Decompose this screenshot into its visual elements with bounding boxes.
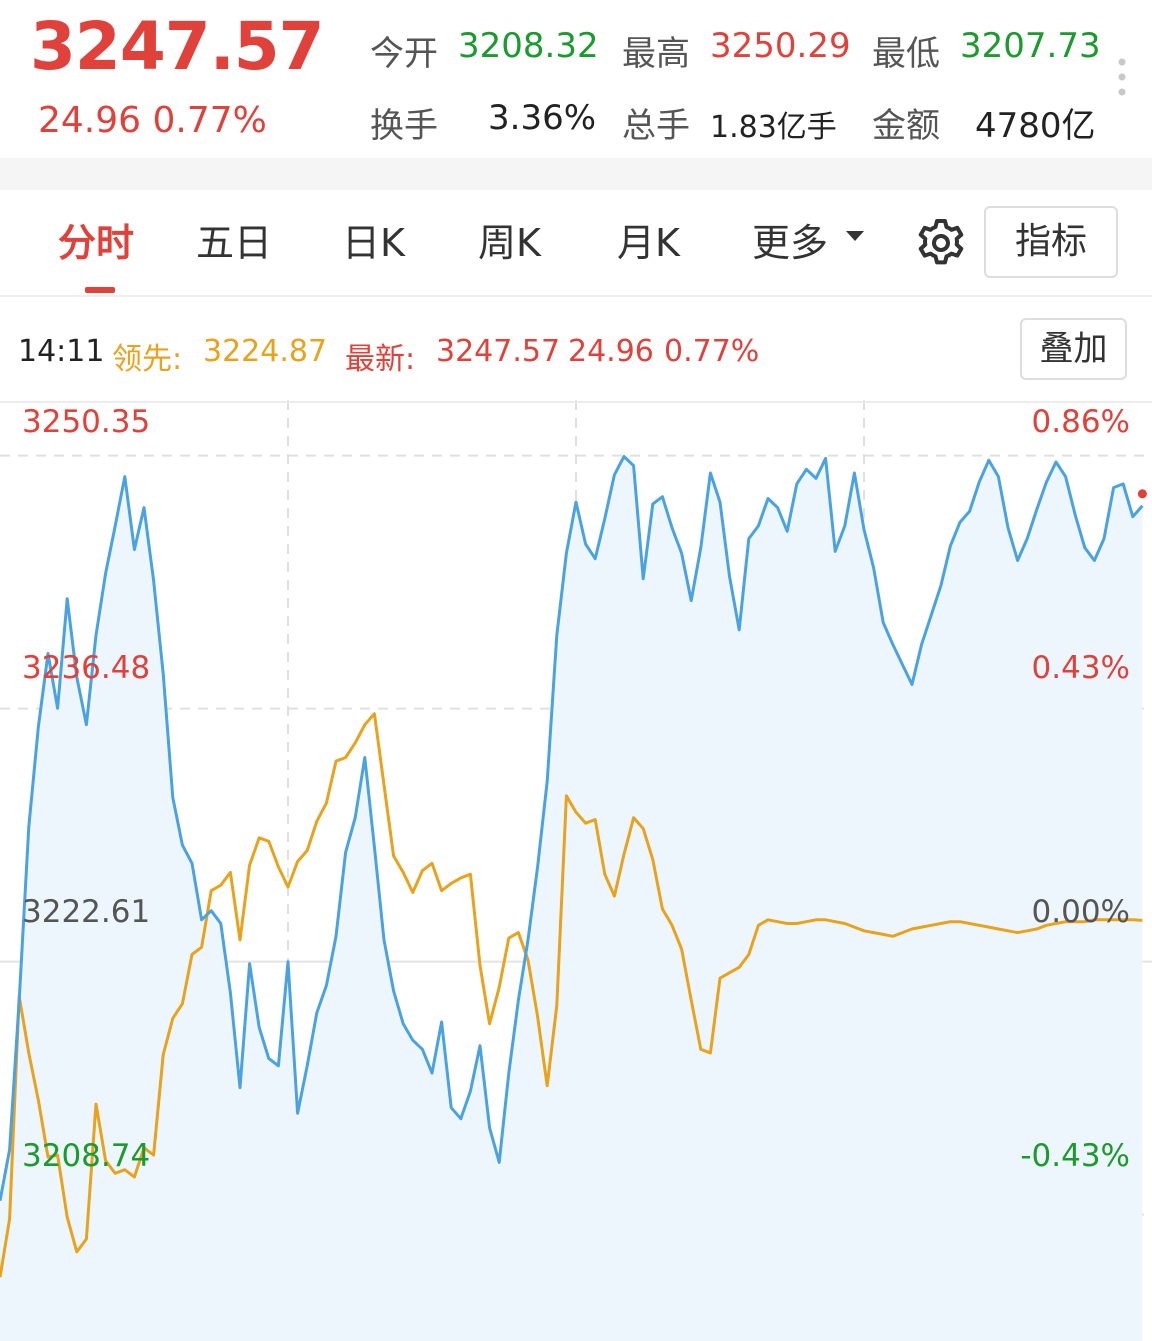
turnover-value: 3.36% [488,98,597,138]
open-value: 3208.32 [458,26,599,66]
tab-intraday[interactable]: 分时 [58,221,135,265]
tab-monthly-k[interactable]: 月K [617,221,680,265]
lead-series-line [0,712,1143,1278]
tab-daily-k[interactable]: 日K [342,221,405,265]
lead-label: 领先: [112,342,183,377]
more-dots-icon[interactable] [1115,57,1129,97]
lead-value: 3224.87 [203,334,328,369]
amount-value: 4780亿 [975,106,1096,146]
gear-icon[interactable] [914,216,968,270]
turnover-label: 换手 [370,106,438,146]
active-tab-indicator [85,287,115,293]
y-tick-right-1: 0.86% [1031,404,1130,440]
latest-change: 24.96 [568,334,654,369]
last-price-dot [1137,489,1147,499]
tab-weekly-k[interactable]: 周K [478,221,541,265]
tab-five-day[interactable]: 五日 [196,221,273,265]
price-area-fill [0,456,1143,1341]
latest-label: 最新: [345,342,416,377]
latest-percent: 0.77% [664,334,760,369]
change-percent: 0.77% [152,100,267,141]
y-tick-left-3: 3222.61 [22,894,151,930]
caret-down-icon[interactable] [846,231,864,241]
low-value: 3207.73 [960,26,1101,66]
indicator-button[interactable]: 指标 [984,206,1118,278]
tab-more[interactable]: 更多 [752,221,829,265]
high-value: 3250.29 [710,26,851,66]
price-change: 24.96 0.77% [38,100,267,141]
low-label: 最低 [872,34,940,74]
y-tick-right-4: -0.43% [1020,1138,1130,1174]
overlay-button[interactable]: 叠加 [1020,318,1127,380]
amount-label: 金额 [872,106,940,146]
open-label: 今开 [370,34,438,74]
volume-value: 1.83亿手 [710,110,837,145]
section-divider [0,158,1152,190]
info-time: 14:11 [18,334,105,369]
y-tick-right-3: 0.00% [1031,894,1130,930]
latest-value: 3247.57 [436,334,561,369]
tab-bar-divider [0,295,1152,297]
high-label: 最高 [622,34,690,74]
volume-label: 总手 [622,106,690,146]
price-series-line [0,455,1144,1201]
y-tick-left-1: 3250.35 [22,404,151,440]
y-tick-right-2: 0.43% [1031,650,1130,686]
y-tick-left-4: 3208.74 [22,1138,151,1174]
y-tick-left-2: 3236.48 [22,650,151,686]
change-value: 24.96 [38,100,142,141]
intraday-chart[interactable] [0,400,1152,1341]
last-price: 3247.57 [30,8,325,85]
